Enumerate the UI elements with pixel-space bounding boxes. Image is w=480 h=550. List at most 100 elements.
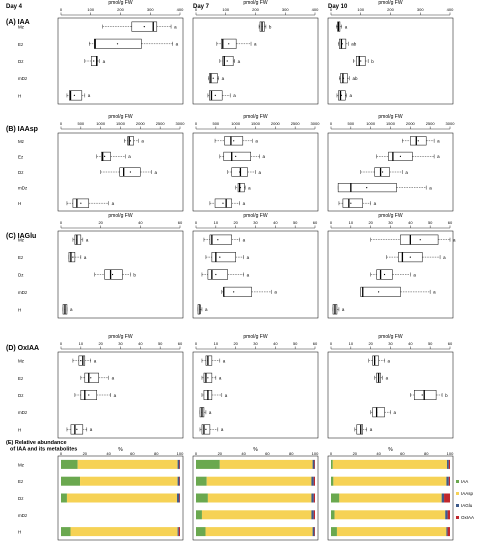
significance-letter: a: [222, 76, 225, 81]
significance-letter: a: [247, 272, 250, 277]
bar-segment-iaglu: [445, 510, 448, 520]
day-label-1: Day 4: [6, 4, 23, 10]
plot-frame: [192, 455, 319, 541]
box: [222, 56, 234, 66]
box: [104, 269, 123, 280]
tick-label: 0: [195, 121, 198, 126]
significance-letter: a: [247, 255, 250, 260]
group-label: Mz: [18, 139, 25, 144]
tick-label: 20: [368, 220, 373, 225]
axis-unit-label: pmol/g FW: [243, 334, 267, 340]
significance-letter: a: [154, 170, 157, 175]
significance-letter: a: [70, 307, 73, 312]
significance-letter: a: [128, 154, 131, 159]
significance-letter: a: [345, 24, 348, 29]
group-label: Dz: [18, 59, 24, 64]
bar-segment-oxiaa: [313, 476, 315, 486]
tick-label: 20: [83, 451, 88, 456]
tick-label: 80: [289, 451, 294, 456]
group-label: mDz: [18, 186, 28, 191]
mean-point: [80, 360, 82, 362]
mean-point: [129, 140, 132, 142]
group-label: mDz: [18, 76, 28, 81]
significance-letter: a: [103, 59, 106, 64]
bar-segment-iaasp: [336, 527, 447, 537]
box: [360, 286, 401, 297]
mean-point: [342, 77, 345, 79]
mean-point: [201, 411, 203, 413]
box: [84, 372, 99, 383]
tick-label: 20: [233, 220, 238, 225]
mean-point: [73, 94, 75, 96]
bar-segment-iaa: [331, 527, 337, 537]
mean-point: [374, 360, 376, 362]
significance-letter: a: [437, 154, 440, 159]
significance-letter: a: [386, 376, 389, 381]
significance-letter: b: [269, 24, 272, 29]
significance-letter: a: [453, 238, 456, 243]
bar-segment-oxiaa: [314, 527, 315, 537]
bar-segment-iaasp: [70, 527, 178, 537]
axis-unit-label: pmol/g FW: [378, 334, 402, 340]
group-label: Ez: [18, 479, 24, 484]
tick-label: 40: [376, 451, 381, 456]
mean-point: [381, 171, 384, 173]
bar-segment-oxiaa: [313, 493, 315, 503]
group-label: mDz: [18, 410, 28, 415]
tick-label: 20: [218, 451, 223, 456]
mean-point: [340, 94, 343, 96]
mean-point: [104, 155, 106, 157]
mean-point: [233, 140, 235, 142]
tick-label: 0: [330, 7, 333, 12]
mean-point: [239, 187, 242, 189]
tick-label: 2500: [156, 121, 166, 126]
bar-segment-iaglu: [177, 476, 180, 486]
bar-segment-oxiaa: [313, 510, 315, 520]
bar-segment-iaglu: [441, 493, 445, 503]
tick-label: 50: [293, 220, 298, 225]
bar-segment-iaglu: [447, 459, 449, 469]
bar-segment-iaasp: [339, 493, 442, 503]
mean-point: [383, 273, 386, 276]
plot-frame: [327, 455, 454, 541]
plot-frame: [57, 17, 184, 105]
mean-point: [399, 155, 402, 157]
box: [68, 252, 76, 263]
tick-label: 200: [387, 7, 394, 12]
tick-label: 2500: [291, 121, 301, 126]
group-label: mDz: [18, 513, 28, 518]
tick-label: 30: [253, 220, 258, 225]
panel-title-2: (B) IAAsp: [6, 126, 38, 133]
mean-point: [88, 394, 90, 396]
box: [69, 90, 83, 101]
bar-segment-iaasp: [77, 459, 178, 469]
group-label: H: [18, 307, 21, 312]
tick-label: 40: [408, 220, 413, 225]
bar-segment-iaa: [331, 510, 335, 520]
tick-label: 0: [195, 341, 198, 346]
bar-segment-oxiaa: [448, 476, 450, 486]
mean-point: [207, 360, 209, 362]
significance-letter: a: [433, 290, 436, 295]
legend-label: OxIAA: [461, 515, 474, 520]
tick-label: 0: [60, 341, 63, 346]
axis-unit-label: pmol/g FW: [378, 213, 402, 219]
bar-segment-iaa: [61, 459, 78, 469]
mean-point: [378, 291, 380, 293]
bar-segment-iaglu: [177, 459, 180, 469]
plot-frame: [57, 351, 184, 439]
tick-label: 40: [138, 220, 143, 225]
box: [223, 286, 252, 297]
group-label: H: [18, 530, 21, 535]
legend-swatch: [456, 480, 459, 483]
tick-label: 40: [273, 341, 278, 346]
panel-title-line: of IAA and its metabolites: [10, 447, 77, 453]
mean-point: [129, 171, 132, 173]
mean-point: [360, 428, 362, 430]
mean-point: [143, 26, 145, 28]
bar-segment-iaglu: [446, 476, 449, 486]
significance-letter: a: [225, 393, 228, 398]
bar-segment-oxiaa: [178, 527, 180, 537]
tick-label: 0: [195, 7, 198, 12]
tick-label: 30: [388, 220, 393, 225]
